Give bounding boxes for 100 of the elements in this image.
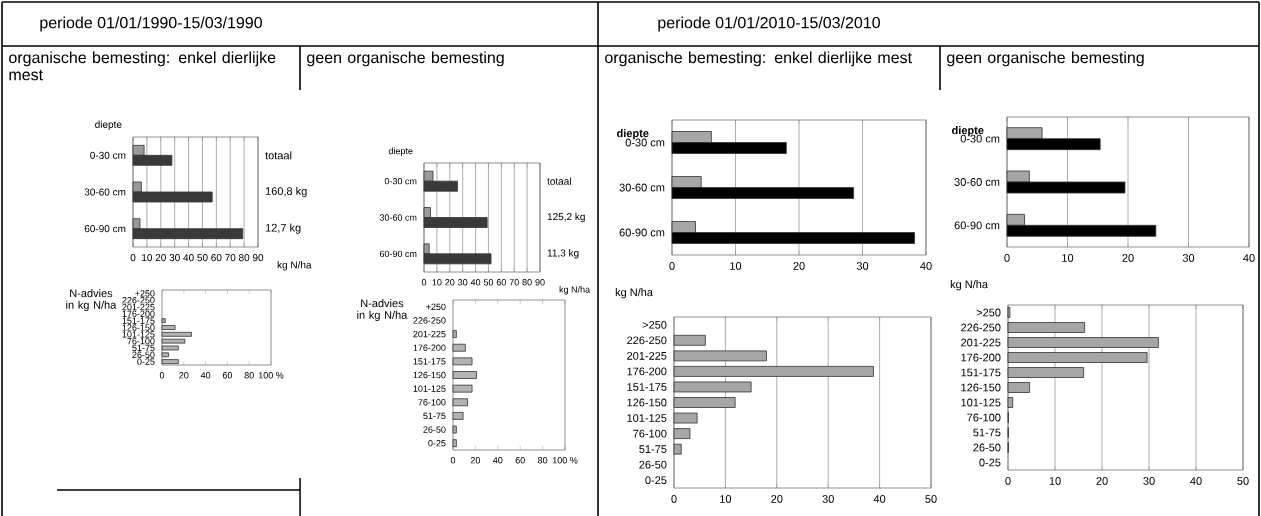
y-tick-label: 126-150 xyxy=(413,371,446,379)
x-tick-label: 10 xyxy=(1062,254,1074,262)
y-tick-label: 26-50 xyxy=(973,443,1001,452)
x-tick-label: 50 xyxy=(925,495,937,503)
y-tick-label: 151-175 xyxy=(413,358,446,365)
x-tick-label: 60 xyxy=(515,457,525,464)
y-tick-label: 226-250 xyxy=(413,317,446,324)
x-tick-label: 40 xyxy=(493,457,503,464)
y-axis-title: diepte xyxy=(388,147,413,156)
chart-subtitle: organische bemesting: enkel dierlijke mest xyxy=(605,51,912,67)
x-axis-title: kg N/ha xyxy=(950,280,988,291)
x-tick-label: 30 xyxy=(1143,477,1155,485)
bar xyxy=(452,357,473,366)
y-tick-label: 60-90 cm xyxy=(379,250,417,258)
x-tick-label: 20 xyxy=(793,262,805,270)
text: 12,7 kg xyxy=(265,223,301,234)
x-tick-label: 50 xyxy=(197,254,208,262)
y-tick-label: 76-100 xyxy=(418,399,446,406)
bar xyxy=(161,325,176,330)
bar xyxy=(673,428,691,439)
x-tick-label: 30 xyxy=(458,279,468,286)
bar xyxy=(452,330,457,338)
y-tick-label: 151-175 xyxy=(961,368,1001,377)
y-tick-label: 51-75 xyxy=(639,445,667,453)
y-tick-label: 201-225 xyxy=(627,351,667,360)
x-axis-title: kg N/ha xyxy=(615,288,653,299)
x-tick-label: 0 xyxy=(671,495,677,503)
x-tick-label: 60 xyxy=(496,279,506,286)
y-tick-label: 176-200 xyxy=(122,310,155,318)
text: totaal xyxy=(265,151,292,160)
y-tick-label: 226-250 xyxy=(961,323,1001,332)
bar xyxy=(673,397,736,408)
chart-subtitle: organische bemesting: enkel dierlijke mest xyxy=(9,51,276,81)
y-tick-label: 51-75 xyxy=(132,344,155,352)
text: 125,2 kg xyxy=(547,212,585,223)
y-tick-label: 201-225 xyxy=(122,303,155,311)
bar xyxy=(673,443,682,455)
y-tick-label: 226-250 xyxy=(627,336,667,345)
y-axis-title: N-advies in kg N/ha xyxy=(357,299,408,322)
x-tick-label: 0 xyxy=(1005,477,1011,485)
bar xyxy=(161,318,166,324)
bar xyxy=(1007,337,1159,348)
x-tick-label: 40 xyxy=(470,279,481,286)
x-tick-label: 0 xyxy=(421,279,427,286)
y-tick-label: 201-225 xyxy=(413,330,446,338)
x-tick-label: 80 xyxy=(239,254,250,262)
y-tick-label: 201-225 xyxy=(961,338,1001,347)
x-tick-label: 40 xyxy=(873,495,886,503)
chart-subtitle: geen organische bemesting xyxy=(947,51,1144,67)
y-tick-label: 101-125 xyxy=(122,331,155,338)
y-tick-label: +250 xyxy=(135,290,155,297)
x-tick-label: 100 % xyxy=(258,372,284,379)
y-tick-label: 30-60 cm xyxy=(84,188,126,196)
bar xyxy=(452,439,457,448)
x-tick-label: 70 xyxy=(509,279,519,286)
y-tick-label: 0-25 xyxy=(645,476,667,485)
x-tick-label: 30 xyxy=(856,262,869,270)
x-tick-label: 40 xyxy=(920,262,932,270)
y-tick-label: 151-175 xyxy=(627,383,667,391)
x-tick-label: 70 xyxy=(225,254,236,262)
y-axis-title: diepte xyxy=(95,120,122,130)
y-tick-label: 176-200 xyxy=(961,353,1001,362)
y-tick-label: 26-50 xyxy=(639,460,667,469)
y-tick-label: 226-250 xyxy=(122,297,155,304)
y-tick-label: 0-25 xyxy=(428,440,446,447)
bar xyxy=(1007,397,1014,408)
x-tick-label: 90 xyxy=(252,254,264,262)
x-tick-label: 80 xyxy=(522,279,532,286)
x-tick-label: 30 xyxy=(1182,254,1195,262)
bar xyxy=(673,381,752,393)
text: 160,8 kg xyxy=(265,186,307,198)
y-tick-label: 101-125 xyxy=(961,398,1001,407)
x-tick-label: 0 xyxy=(669,262,675,270)
chart-subtitle: geen organische bemesting xyxy=(307,51,504,67)
bar xyxy=(452,398,468,407)
y-tick-label: 126-150 xyxy=(627,398,667,407)
x-tick-label: 30 xyxy=(822,495,834,503)
y-tick-label: 76-100 xyxy=(967,413,1001,422)
x-tick-label: 100 % xyxy=(552,457,578,464)
y-tick-label: 151-175 xyxy=(122,317,155,324)
y-axis-title: N-advies in kg N/ha xyxy=(66,289,117,312)
y-tick-label: 0-30 cm xyxy=(90,151,126,159)
bar xyxy=(673,334,706,346)
x-tick-label: 0 xyxy=(1004,254,1010,262)
y-tick-label: +250 xyxy=(426,303,446,311)
y-tick-label: 51-75 xyxy=(973,428,1001,437)
y-tick-label: 26-50 xyxy=(423,426,446,433)
bar xyxy=(1007,352,1148,363)
x-tick-label: 10 xyxy=(432,279,442,286)
x-tick-label: 40 xyxy=(1190,477,1202,485)
x-tick-label: 20 xyxy=(470,457,481,464)
y-tick-label: 76-100 xyxy=(633,429,667,438)
bar xyxy=(452,425,457,434)
chart-title: periode 01/01/1990-15/03/1990 xyxy=(40,16,262,32)
bar xyxy=(1007,322,1086,333)
y-tick-label: 176-200 xyxy=(627,367,667,376)
y-tick-label: 60-90 cm xyxy=(619,228,665,237)
y-tick-label: 0-30 cm xyxy=(625,138,665,147)
chart-title: periode 01/01/2010-15/03/2010 xyxy=(658,16,880,32)
y-tick-label: 30-60 cm xyxy=(954,178,1000,186)
